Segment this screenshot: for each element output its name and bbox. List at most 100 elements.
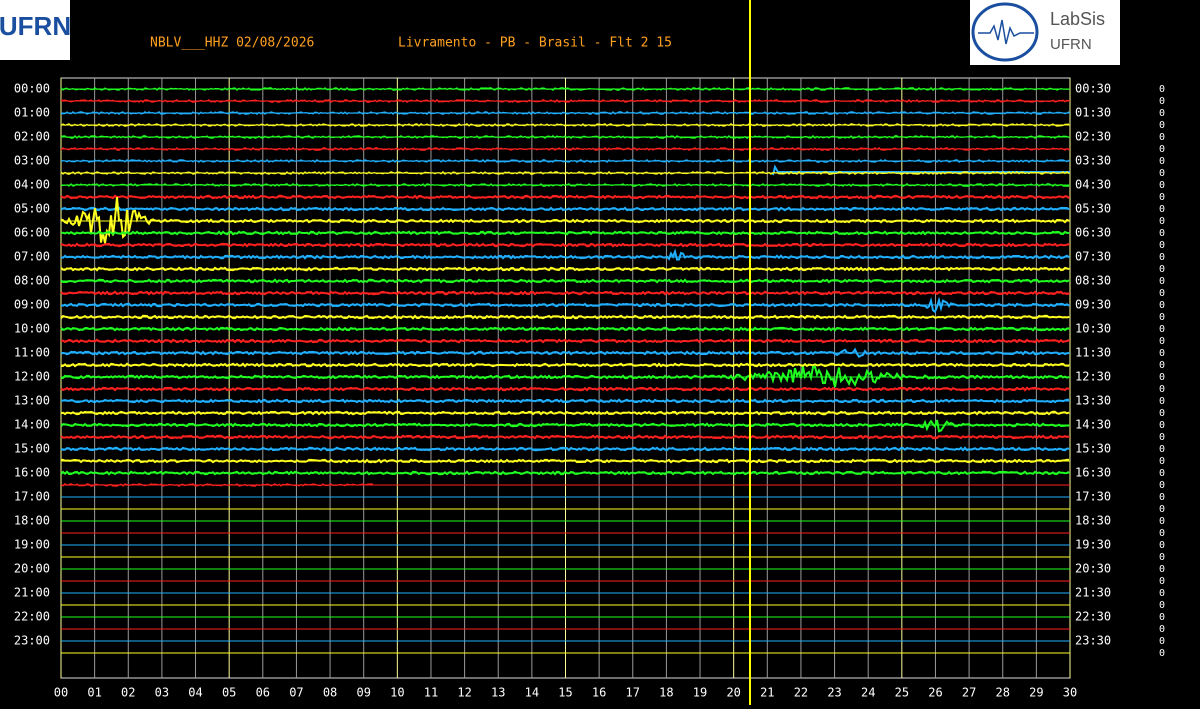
x-tick-label: 05 (222, 686, 236, 700)
left-time-label: 19:00 (14, 538, 50, 552)
right-zero: 0 (1159, 156, 1165, 167)
x-tick-label: 16 (592, 686, 606, 700)
x-tick-label: 02 (121, 686, 135, 700)
left-time-label: 21:00 (14, 586, 50, 600)
trace (60, 446, 1069, 452)
logo-text: UFRN (0, 11, 71, 41)
left-time-label: 12:00 (14, 370, 50, 384)
left-time-label: 13:00 (14, 394, 50, 408)
right-zero: 0 (1159, 372, 1165, 383)
x-tick-label: 28 (996, 686, 1010, 700)
right-zero: 0 (1159, 396, 1165, 407)
trace (61, 230, 1070, 236)
left-time-label: 18:00 (14, 514, 50, 528)
right-zero: 0 (1159, 564, 1165, 575)
x-tick-label: 09 (356, 686, 370, 700)
right-time-label: 08:30 (1075, 274, 1111, 288)
right-zero: 0 (1159, 540, 1165, 551)
x-tick-label: 10 (390, 686, 404, 700)
x-tick-label: 22 (794, 686, 808, 700)
right-zero: 0 (1159, 180, 1165, 191)
trace (60, 419, 1070, 433)
logo-text: UFRN (1050, 36, 1092, 53)
right-zero: 0 (1159, 168, 1165, 179)
right-time-label: 23:30 (1075, 634, 1111, 648)
right-zero: 0 (1159, 600, 1165, 611)
right-time-label: 10:30 (1075, 322, 1111, 336)
x-tick-label: 12 (457, 686, 471, 700)
logo-text: LabSis (1050, 9, 1105, 29)
left-time-label: 09:00 (14, 298, 50, 312)
left-time-label: 17:00 (14, 490, 50, 504)
right-zero: 0 (1159, 528, 1165, 539)
left-time-label: 08:00 (14, 274, 50, 288)
right-zero: 0 (1159, 324, 1165, 335)
x-tick-label: 03 (155, 686, 169, 700)
station-title: NBLV___HHZ 02/08/2026 (150, 36, 314, 51)
trace (60, 194, 1070, 200)
trace (60, 347, 1070, 359)
x-tick-label: 07 (289, 686, 303, 700)
x-tick-label: 00 (54, 686, 68, 700)
left-time-label: 00:00 (14, 82, 50, 96)
right-time-label: 03:30 (1075, 154, 1111, 168)
right-time-label: 16:30 (1075, 466, 1111, 480)
right-time-label: 21:30 (1075, 586, 1111, 600)
right-time-label: 19:30 (1075, 538, 1111, 552)
right-zero: 0 (1159, 576, 1165, 587)
right-zero: 0 (1159, 408, 1165, 419)
right-time-label: 12:30 (1075, 370, 1111, 384)
right-time-label: 05:30 (1075, 202, 1111, 216)
right-zero: 0 (1159, 468, 1165, 479)
trace (60, 146, 1070, 152)
right-zero: 0 (1159, 480, 1165, 491)
x-tick-label: 25 (895, 686, 909, 700)
trace (60, 266, 1070, 272)
right-zero: 0 (1159, 420, 1165, 431)
right-zero: 0 (1159, 120, 1165, 131)
x-tick-label: 15 (558, 686, 572, 700)
trace (60, 86, 1070, 92)
right-time-label: 01:30 (1075, 106, 1111, 120)
trace (60, 290, 1070, 296)
right-time-label: 00:30 (1075, 82, 1111, 96)
right-zero: 0 (1159, 240, 1165, 251)
logo-ring (971, 2, 1039, 62)
right-time-label: 14:30 (1075, 418, 1111, 432)
right-time-label: 07:30 (1075, 250, 1111, 264)
right-zero: 0 (1159, 216, 1165, 227)
right-zero: 0 (1159, 348, 1165, 359)
x-tick-label: 19 (693, 686, 707, 700)
right-zero: 0 (1159, 552, 1165, 563)
trace (60, 338, 1070, 344)
right-zero: 0 (1159, 276, 1165, 287)
left-time-label: 15:00 (14, 442, 50, 456)
right-zero: 0 (1159, 96, 1165, 107)
trace (772, 164, 1070, 176)
left-time-label: 02:00 (14, 130, 50, 144)
left-time-label: 20:00 (14, 562, 50, 576)
x-tick-label: 20 (726, 686, 740, 700)
location-title: Livramento - PB - Brasil - Flt 2 15 (398, 36, 672, 51)
right-zero: 0 (1159, 360, 1165, 371)
x-tick-label: 29 (1029, 686, 1043, 700)
trace (60, 134, 1070, 140)
x-tick-label: 01 (87, 686, 101, 700)
left-time-label: 01:00 (14, 106, 50, 120)
trace (60, 248, 1070, 261)
right-zero: 0 (1159, 504, 1165, 515)
trace (60, 170, 1070, 175)
left-time-label: 07:00 (14, 250, 50, 264)
x-tick-label: 23 (827, 686, 841, 700)
x-tick-label: 21 (760, 686, 774, 700)
logo-box (970, 0, 1120, 65)
trace (61, 362, 1070, 368)
trace (60, 158, 1070, 164)
right-zero: 0 (1159, 612, 1165, 623)
trace (60, 470, 1070, 476)
trace (60, 206, 1070, 212)
right-time-label: 18:30 (1075, 514, 1111, 528)
logo-box (0, 0, 70, 60)
left-time-label: 03:00 (14, 154, 50, 168)
trace (61, 458, 1070, 464)
